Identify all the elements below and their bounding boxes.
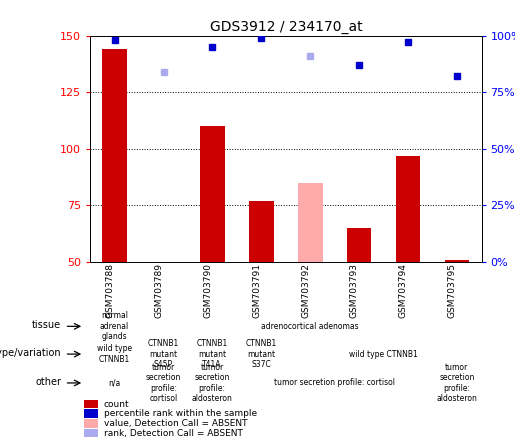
Text: wild type
CTNNB1: wild type CTNNB1	[97, 345, 132, 364]
Text: GSM703788: GSM703788	[106, 263, 114, 318]
Text: wild type CTNNB1: wild type CTNNB1	[349, 349, 418, 359]
Bar	[84, 419, 98, 428]
Bar	[347, 228, 371, 262]
Text: CTNNB1
mutant
S37C: CTNNB1 mutant S37C	[246, 339, 277, 369]
Bar	[102, 49, 127, 262]
Text: tumor
secretion
profile:
aldosteron: tumor secretion profile: aldosteron	[436, 363, 477, 403]
Text: percentile rank within the sample: percentile rank within the sample	[104, 409, 257, 419]
Text: other: other	[35, 377, 61, 387]
Text: normal
adrenal
glands: normal adrenal glands	[100, 311, 129, 341]
Bar	[84, 400, 98, 408]
Text: CTNNB1
mutant
T41A: CTNNB1 mutant T41A	[197, 339, 228, 369]
Text: count: count	[104, 400, 130, 408]
Text: tumor
secretion
profile:
cortisol: tumor secretion profile: cortisol	[146, 363, 181, 403]
Text: tumor
secretion
profile:
aldosteron: tumor secretion profile: aldosteron	[192, 363, 233, 403]
Text: CTNNB1
mutant
S45P: CTNNB1 mutant S45P	[148, 339, 179, 369]
Text: tumor secretion profile: cortisol: tumor secretion profile: cortisol	[274, 378, 395, 388]
Title: GDS3912 / 234170_at: GDS3912 / 234170_at	[210, 20, 362, 35]
Bar	[84, 409, 98, 418]
Text: GSM703789: GSM703789	[154, 263, 163, 318]
Text: n/a: n/a	[108, 378, 121, 388]
Text: genotype/variation: genotype/variation	[0, 348, 61, 358]
Text: GSM703792: GSM703792	[301, 263, 310, 318]
Bar	[84, 429, 98, 437]
Text: GSM703790: GSM703790	[203, 263, 212, 318]
Bar	[396, 155, 420, 262]
Text: GSM703795: GSM703795	[448, 263, 457, 318]
Bar	[445, 260, 469, 262]
Text: adrenocortical adenomas: adrenocortical adenomas	[261, 322, 359, 331]
Text: GSM703791: GSM703791	[252, 263, 261, 318]
Bar	[298, 183, 322, 262]
Bar	[200, 126, 225, 262]
Text: GSM703793: GSM703793	[350, 263, 359, 318]
Text: GSM703794: GSM703794	[399, 263, 408, 318]
Bar	[249, 201, 273, 262]
Text: tissue: tissue	[32, 320, 61, 330]
Text: value, Detection Call = ABSENT: value, Detection Call = ABSENT	[104, 419, 247, 428]
Text: rank, Detection Call = ABSENT: rank, Detection Call = ABSENT	[104, 429, 243, 438]
